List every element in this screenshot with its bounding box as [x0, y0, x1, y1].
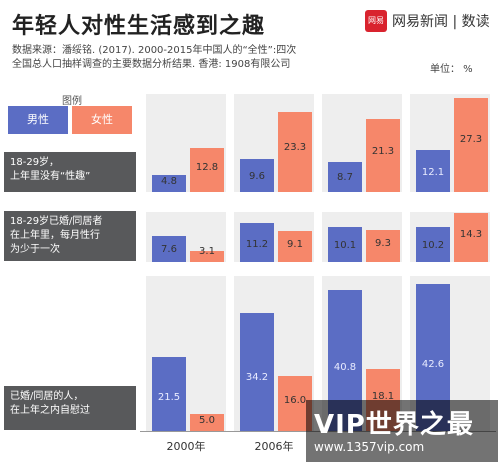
value-female-3-1: 5.0: [199, 415, 215, 426]
value-female-2-4: 14.3: [459, 228, 483, 240]
value-female-1-2: 23.3: [283, 141, 307, 153]
data-source: 数据来源：潘绥铭. (2017). 2000-2015年中国人的“全性”:四次 …: [12, 44, 352, 72]
row-label-3-line-1: 已婚/同居的人，: [10, 391, 84, 402]
row-label-2-line-1: 18-29岁已婚/同居者: [10, 216, 103, 227]
value-male-2-2: 11.2: [245, 238, 269, 250]
value-female-2-1: 3.1: [199, 246, 215, 257]
row-label-2-line-2: 在上年里，每月性行: [10, 230, 100, 241]
value-male-1-1: 4.8: [161, 176, 177, 187]
row-label-3-line-2: 在上年之内自慰过: [10, 405, 90, 416]
watermark-url: www.1357vip.com: [314, 440, 425, 454]
value-male-1-3: 8.7: [337, 172, 353, 184]
row-label-1-line-2: 上年里没有“性趣”: [10, 171, 91, 182]
bar-female-2-1: [190, 251, 224, 262]
value-female-3-2: 16.0: [283, 394, 307, 406]
bar-female-1-1: [190, 147, 224, 192]
bar-male-2-3: [328, 227, 362, 262]
value-female-2-3: 9.3: [375, 238, 391, 250]
netease-logo-icon: 网易: [365, 10, 387, 32]
value-male-2-1: 7.6: [161, 244, 177, 256]
bar-male-1-1: [152, 175, 186, 192]
value-female-1-4: 27.3: [459, 134, 483, 146]
value-male-1-4: 12.1: [421, 167, 445, 179]
x-tick-label-1: 2000年: [166, 440, 206, 453]
value-male-3-3: 40.8: [333, 361, 357, 373]
value-male-3-2: 34.2: [245, 371, 269, 383]
bar-male-2-4: [416, 226, 450, 262]
row-label-1: 18-29岁， 上年里没有“性趣”: [4, 152, 136, 192]
bar-male-2-1: [152, 235, 186, 262]
row-label-1-line-1: 18-29岁，: [10, 157, 60, 168]
watermark-main: VIP世界之最: [314, 410, 474, 440]
value-male-3-1: 21.5: [157, 391, 181, 403]
value-male-2-3: 10.1: [333, 240, 357, 252]
bar-female-2-2: [278, 230, 312, 262]
row-label-3: 已婚/同居的人， 在上年之内自慰过: [4, 386, 136, 430]
bar-female-1-3: [366, 118, 400, 192]
row-label-2: 18-29岁已婚/同居者 在上年里，每月性行 为少于一次: [4, 211, 136, 261]
value-male-1-2: 9.6: [249, 171, 265, 183]
bar-male-3-2: [240, 313, 274, 431]
bar-female-2-3: [366, 229, 400, 262]
legend-male: 男性: [8, 106, 68, 134]
x-tick-label-2: 2006年: [254, 440, 294, 453]
bar-male-1-3: [328, 161, 362, 192]
value-female-1-1: 12.8: [195, 161, 219, 173]
watermark: VIP世界之最 www.1357vip.com: [306, 400, 498, 462]
value-female-2-2: 9.1: [287, 238, 303, 250]
unit-label: 单位： %: [430, 64, 473, 75]
bar-female-1-2: [278, 111, 312, 192]
legend-female: 女性: [72, 106, 132, 134]
source-line-2: 全国总人口抽样调查的主要数据分析结果. 香港: 1908有限公司: [12, 59, 291, 70]
source-line-1: 数据来源：潘绥铭. (2017). 2000-2015年中国人的“全性”:四次: [12, 45, 297, 56]
bar-female-2-4: [454, 212, 488, 262]
value-female-3-3: 18.1: [371, 390, 395, 402]
value-male-2-4: 10.2: [421, 240, 445, 252]
chart-title: 年轻人对性生活感到之趣: [12, 14, 266, 39]
bar-male-1-2: [240, 158, 274, 192]
legend-title: 图例: [62, 96, 82, 107]
bar-male-2-2: [240, 223, 274, 262]
brand: 网易 网易新闻 | 数读: [365, 10, 490, 32]
value-male-3-4: 42.6: [421, 358, 445, 370]
bar-male-3-1: [152, 356, 186, 431]
bar-female-1-4: [454, 97, 488, 192]
value-female-1-3: 21.3: [371, 145, 395, 157]
brand-text: 网易新闻 | 数读: [392, 14, 490, 30]
bar-female-3-1: [190, 413, 224, 431]
row-label-2-line-3: 为少于一次: [10, 244, 60, 255]
bar-male-1-4: [416, 150, 450, 192]
